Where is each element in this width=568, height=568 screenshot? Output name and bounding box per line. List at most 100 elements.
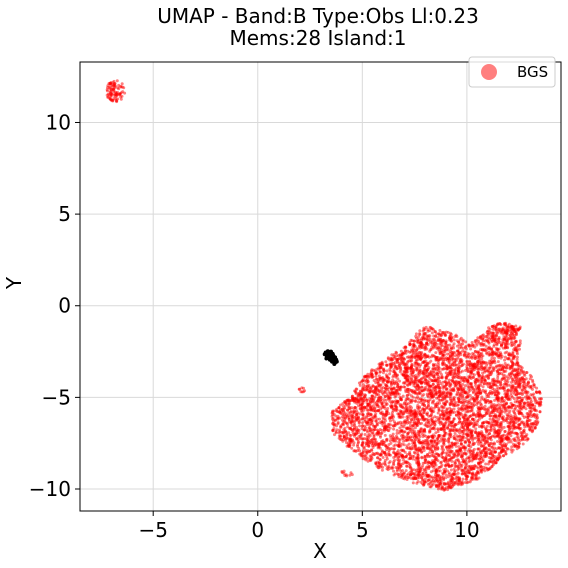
bgs-point <box>456 483 460 487</box>
bgs-point <box>417 335 420 339</box>
bgs-point <box>520 412 524 416</box>
bgs-point <box>435 475 439 479</box>
bgs-point <box>407 392 411 396</box>
bgs-point <box>440 444 444 448</box>
bgs-point <box>336 414 340 418</box>
bgs-point <box>477 375 481 379</box>
bgs-point <box>497 336 501 339</box>
bgs-point <box>367 426 371 430</box>
bgs-point <box>496 399 500 403</box>
bgs-point <box>503 362 507 365</box>
bgs-point <box>532 385 536 389</box>
bgs-point <box>426 460 430 464</box>
bgs-point <box>425 446 429 450</box>
bgs-point <box>496 440 499 443</box>
bgs-point <box>113 92 117 96</box>
bgs-point <box>463 448 467 452</box>
bgs-point <box>417 476 421 480</box>
bgs-point <box>478 457 481 461</box>
bgs-point <box>388 392 392 396</box>
bgs-point <box>462 346 466 350</box>
bgs-point <box>395 437 399 441</box>
bgs-point <box>360 437 364 441</box>
bgs-point <box>106 92 110 96</box>
bgs-point <box>450 456 454 460</box>
bgs-point <box>505 413 509 417</box>
bgs-point <box>444 482 448 486</box>
bgs-point <box>483 365 487 369</box>
bgs-point <box>417 456 421 460</box>
bgs-point <box>458 358 462 362</box>
bgs-point <box>366 403 370 407</box>
bgs-point <box>455 353 459 357</box>
bgs-point <box>492 441 496 445</box>
bgs-point <box>507 440 511 444</box>
bgs-point <box>107 82 111 86</box>
bgs-point <box>364 442 368 445</box>
bgs-point <box>497 451 501 455</box>
bgs-point <box>465 360 469 364</box>
bgs-point <box>492 420 496 424</box>
bgs-point <box>467 390 471 394</box>
bgs-point <box>478 465 482 469</box>
bgs-point <box>353 424 357 427</box>
bgs-point <box>356 440 360 444</box>
bgs-point <box>414 422 418 426</box>
bgs-point <box>416 395 420 399</box>
bgs-point <box>121 90 125 94</box>
bgs-point <box>337 406 341 410</box>
bgs-point <box>464 404 468 408</box>
bgs-point <box>446 330 450 334</box>
bgs-point <box>428 485 432 489</box>
bgs-point <box>431 400 435 404</box>
bgs-point <box>386 387 390 391</box>
bgs-point <box>395 431 399 435</box>
bgs-point <box>436 339 440 343</box>
bgs-point <box>422 449 426 452</box>
bgs-point <box>436 371 440 375</box>
bgs-point <box>513 376 517 380</box>
bgs-point <box>431 476 435 480</box>
bgs-point <box>476 379 480 383</box>
bgs-point <box>106 95 110 99</box>
bgs-point <box>423 461 427 465</box>
bgs-point <box>464 440 468 444</box>
bgs-point <box>482 382 486 386</box>
bgs-point <box>408 430 412 434</box>
bgs-point <box>390 465 394 469</box>
bgs-point <box>480 395 484 399</box>
bgs-point <box>416 437 420 441</box>
bgs-point <box>504 382 508 386</box>
bgs-point <box>371 375 375 379</box>
bgs-point <box>466 402 470 406</box>
bgs-point <box>444 420 448 424</box>
bgs-point <box>494 346 498 350</box>
bgs-point <box>489 450 493 453</box>
bgs-point <box>415 470 419 474</box>
bgs-point <box>370 372 374 376</box>
bgs-point <box>438 415 442 419</box>
bgs-point <box>446 485 450 489</box>
bgs-point <box>396 400 400 404</box>
bgs-point <box>497 417 501 421</box>
bgs-point <box>417 440 421 444</box>
bgs-point <box>431 454 435 458</box>
bgs-point <box>462 446 466 450</box>
bgs-point <box>464 340 468 344</box>
bgs-point <box>496 379 500 383</box>
bgs-point <box>337 431 341 435</box>
bgs-point <box>484 407 488 411</box>
bgs-point <box>463 399 467 402</box>
bgs-point <box>457 476 461 480</box>
bgs-point <box>385 363 389 367</box>
bgs-point <box>491 417 495 421</box>
bgs-point <box>465 477 469 481</box>
bgs-point <box>410 365 413 369</box>
bgs-point <box>352 441 356 445</box>
bgs-point <box>537 404 541 408</box>
bgs-point <box>373 424 377 428</box>
bgs-point <box>494 458 498 462</box>
bgs-point <box>523 387 527 391</box>
bgs-point <box>416 480 420 483</box>
bgs-point <box>344 403 348 407</box>
